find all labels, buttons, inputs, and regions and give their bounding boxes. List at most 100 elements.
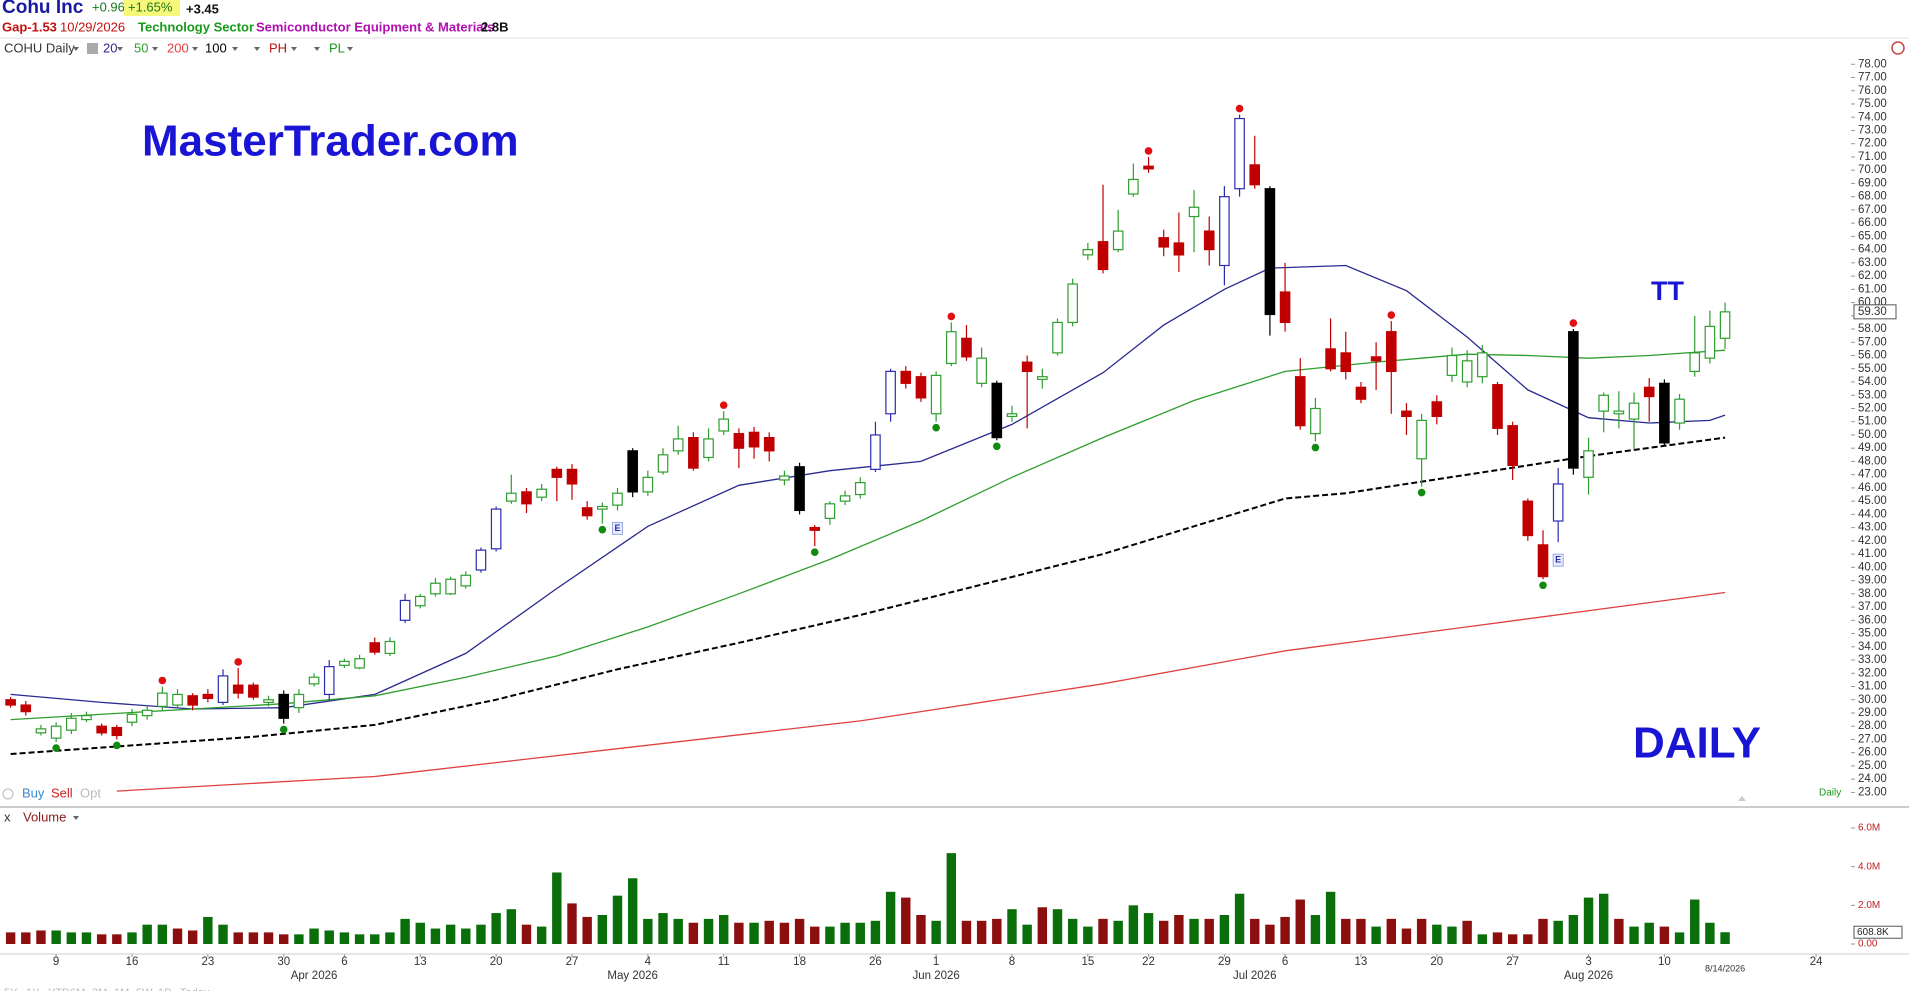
dropdown-arrow[interactable]: [117, 47, 123, 51]
y-tick-label: 27.00: [1858, 733, 1887, 745]
range-button[interactable]: 1D: [158, 987, 172, 991]
volume-tick-label: 2.0M: [1858, 900, 1880, 911]
range-button[interactable]: 1Y: [26, 987, 40, 991]
candle-body: [1507, 425, 1518, 467]
dropdown-arrow[interactable]: [152, 47, 158, 51]
candle-body: [490, 508, 502, 550]
y-tick-label: 43.00: [1858, 522, 1887, 534]
chart-name[interactable]: COHU Daily: [4, 40, 75, 55]
volume-bar: [354, 934, 365, 944]
volume-bar: [1174, 915, 1184, 944]
grid-icon[interactable]: [87, 43, 98, 54]
volume-bar: [248, 932, 259, 944]
volume-bar: [51, 930, 61, 944]
moving-average-100: [10, 436, 1726, 755]
dropdown-arrow[interactable]: [347, 47, 353, 51]
volume-bar: [21, 932, 31, 944]
trade-icon[interactable]: [2, 788, 14, 800]
y-tick-label: 63.00: [1858, 257, 1887, 269]
scroll-marker[interactable]: [1738, 796, 1746, 801]
sell-button[interactable]: Sell: [51, 785, 73, 800]
options-button[interactable]: Opt: [80, 785, 101, 800]
y-tick-label: 70.00: [1858, 164, 1887, 176]
volume-bar: [1143, 913, 1154, 944]
volume-bar: [172, 928, 183, 944]
volume-bar: [946, 853, 956, 944]
y-tick-label: 37.00: [1858, 601, 1887, 613]
volume-bar: [916, 915, 926, 944]
volume-bar: [1659, 926, 1670, 944]
ph-indicator[interactable]: PH: [269, 40, 287, 55]
x-tick-label: 1: [933, 956, 939, 968]
y-tick-label: 67.00: [1858, 204, 1887, 216]
month-label: Apr 2026: [291, 970, 338, 982]
volume-bar: [1037, 907, 1048, 944]
dropdown-arrow[interactable]: [73, 47, 79, 51]
volume-bar: [476, 924, 486, 944]
x-tick-label: 18: [793, 956, 806, 968]
candle-body: [1006, 413, 1018, 418]
candle-body: [1583, 450, 1594, 478]
volume-bar: [703, 918, 714, 944]
range-buttons: 5Y 1Y YTD6M 3M 1M 5W 1D Today: [4, 987, 210, 991]
pattern-watermark: TT: [1651, 276, 1684, 306]
candle-body: [551, 468, 563, 478]
dropdown-arrow[interactable]: [291, 47, 297, 51]
y-tick-label: 74.00: [1858, 111, 1887, 123]
candle-body: [460, 574, 472, 587]
last-price-label: 59.30: [1858, 306, 1887, 318]
y-tick-label: 69.00: [1858, 177, 1887, 189]
dropdown-arrow[interactable]: [314, 47, 320, 51]
range-button[interactable]: 3M: [92, 987, 107, 991]
y-tick-label: 78.00: [1858, 58, 1887, 70]
ma-legend[interactable]: 100: [205, 40, 227, 55]
ma-legend[interactable]: 20: [103, 40, 117, 55]
volume-bar: [1295, 899, 1305, 944]
range-button[interactable]: 1M: [114, 987, 129, 991]
volume-bar: [1523, 934, 1533, 944]
range-button[interactable]: 5W: [136, 987, 153, 991]
volume-bar: [1674, 932, 1685, 944]
pl-indicator[interactable]: PL: [329, 40, 345, 55]
range-button[interactable]: 5Y: [4, 987, 18, 991]
settings-icon[interactable]: [1891, 41, 1905, 55]
y-tick-label: 31.00: [1858, 681, 1887, 693]
range-button[interactable]: 6M: [70, 987, 85, 991]
y-tick-label: 40.00: [1858, 561, 1887, 573]
cursor-date: 8/14/2026: [1705, 963, 1745, 973]
volume-bar: [370, 934, 380, 944]
y-tick-label: 64.00: [1858, 244, 1887, 256]
pivot-high: [1235, 104, 1244, 113]
y-tick-label: 24.00: [1858, 773, 1887, 785]
volume-bar: [810, 926, 820, 944]
candle-body: [1416, 419, 1427, 460]
y-tick-label: 50.00: [1858, 429, 1887, 441]
volume-bar: [1219, 915, 1230, 944]
range-button[interactable]: YTD: [48, 987, 70, 991]
y-tick-label: 72.00: [1858, 138, 1887, 150]
x-tick-label: 6: [1282, 956, 1288, 968]
volume-close[interactable]: x: [4, 809, 11, 824]
ma-legend[interactable]: 50: [134, 40, 148, 55]
ma-legend[interactable]: 200: [167, 40, 189, 55]
y-tick-label: 56.00: [1858, 350, 1887, 362]
dropdown-arrow[interactable]: [192, 47, 198, 51]
x-tick-label: 8: [1009, 956, 1015, 968]
candle-body: [930, 374, 942, 415]
earnings-marker: [612, 521, 624, 535]
dropdown-arrow[interactable]: [254, 47, 260, 51]
y-tick-label: 57.00: [1858, 336, 1887, 348]
range-button[interactable]: Today: [180, 987, 210, 991]
volume-bar: [567, 903, 577, 944]
candle-body: [1628, 402, 1640, 420]
dropdown-arrow[interactable]: [232, 47, 238, 51]
volume-bar: [1629, 926, 1639, 944]
pivot-low: [1311, 443, 1320, 452]
dropdown-arrow[interactable]: [73, 816, 79, 820]
volume-bar: [794, 918, 805, 944]
change-pct: +1.65%: [128, 0, 173, 14]
x-tick-label: 16: [126, 956, 139, 968]
volume-bar: [870, 920, 881, 944]
buy-button[interactable]: Buy: [22, 785, 45, 800]
